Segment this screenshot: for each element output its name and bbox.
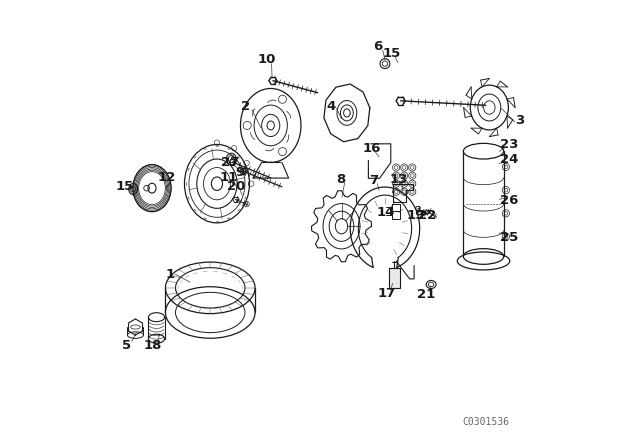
Text: 2: 2 — [241, 100, 250, 113]
Text: 27: 27 — [221, 155, 239, 169]
Text: 15: 15 — [116, 180, 134, 194]
Text: 14: 14 — [377, 206, 395, 220]
Text: 15: 15 — [383, 47, 401, 60]
Text: 5: 5 — [122, 339, 131, 353]
Text: 11: 11 — [220, 171, 237, 185]
Text: 20: 20 — [227, 180, 246, 194]
Text: 6: 6 — [374, 39, 383, 53]
Text: 16: 16 — [363, 142, 381, 155]
Text: 9: 9 — [236, 165, 245, 179]
Text: 23: 23 — [500, 138, 518, 151]
Text: 8: 8 — [336, 172, 345, 186]
Text: 22: 22 — [418, 209, 436, 223]
Text: 13: 13 — [389, 172, 408, 186]
Text: 1: 1 — [165, 267, 175, 281]
Text: C0301536: C0301536 — [462, 417, 509, 427]
Polygon shape — [388, 268, 400, 288]
Text: 24: 24 — [500, 152, 518, 166]
Text: 3: 3 — [515, 114, 524, 128]
Text: 18: 18 — [144, 339, 162, 353]
Text: 21: 21 — [417, 288, 435, 302]
Text: 19: 19 — [407, 209, 425, 223]
Text: 4: 4 — [326, 99, 335, 113]
Text: 12: 12 — [157, 171, 175, 185]
Text: 25: 25 — [500, 231, 518, 244]
Text: 17: 17 — [378, 287, 396, 300]
Text: 26: 26 — [500, 194, 518, 207]
Text: 7: 7 — [369, 174, 378, 187]
Text: 10: 10 — [257, 53, 276, 66]
